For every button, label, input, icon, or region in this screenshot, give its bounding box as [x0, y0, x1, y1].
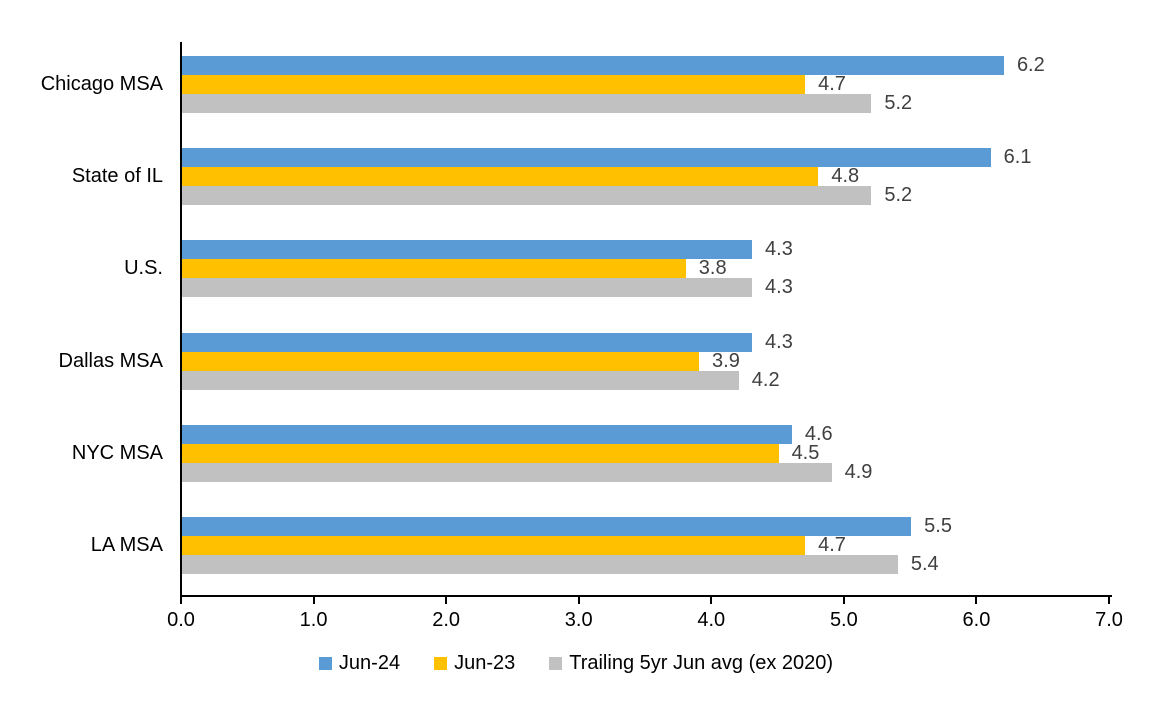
bar-value-label: 4.6 — [804, 422, 833, 445]
x-axis-tick — [577, 597, 580, 604]
x-axis-tick — [312, 597, 315, 604]
x-tick-label: 4.0 — [697, 609, 726, 631]
legend-label: Jun-24 — [338, 652, 401, 674]
x-axis-line — [180, 595, 1112, 597]
bar-jun-24 — [182, 424, 792, 444]
bar-value-label: 4.3 — [765, 330, 793, 353]
bar-trailing-5yr-jun-avg-ex-2020- — [182, 186, 872, 206]
bar-jun-24 — [182, 240, 753, 260]
category-label: LA MSA — [90, 533, 163, 556]
y-axis-line — [180, 42, 182, 597]
legend-label: Trailing 5yr Jun avg (ex 2020) — [569, 652, 834, 674]
bar-value-label: 5.4 — [910, 552, 939, 575]
legend-swatch — [434, 656, 448, 670]
x-tick-label: 3.0 — [564, 609, 593, 631]
bar-trailing-5yr-jun-avg-ex-2020- — [182, 462, 832, 482]
x-axis-tick — [445, 597, 448, 604]
bar-value-label: 3.8 — [698, 257, 727, 280]
bar-trailing-5yr-jun-avg-ex-2020- — [182, 370, 739, 390]
legend-item: Trailing 5yr Jun avg (ex 2020) — [549, 651, 833, 675]
bar-value-label: 5.2 — [884, 184, 913, 207]
bar-value-label: 6.2 — [1016, 54, 1045, 76]
bar-jun-24 — [182, 332, 753, 352]
bar-jun-23 — [182, 167, 819, 187]
bar-value-label: 4.9 — [844, 460, 873, 483]
x-tick-label: 2.0 — [432, 609, 461, 631]
bar-trailing-5yr-jun-avg-ex-2020- — [182, 554, 898, 574]
legend-swatch — [549, 656, 563, 670]
x-axis-tick — [975, 597, 978, 604]
bar-jun-23 — [182, 259, 686, 279]
bar-value-label: 4.7 — [818, 73, 846, 95]
bar-jun-23 — [182, 443, 779, 463]
x-axis-tick — [842, 597, 845, 604]
bar-value-label: 3.9 — [712, 349, 740, 372]
category-label: U.S. — [124, 257, 163, 280]
category-label: Dallas MSA — [58, 349, 163, 372]
bar-jun-23 — [182, 535, 806, 555]
bar-trailing-5yr-jun-avg-ex-2020- — [182, 94, 872, 113]
bar-value-label: 4.8 — [831, 165, 860, 188]
legend-swatch — [318, 656, 332, 670]
bar-jun-23 — [182, 75, 806, 94]
x-tick-label: 5.0 — [829, 609, 858, 631]
x-axis-tick — [180, 597, 182, 604]
bar-jun-23 — [182, 351, 700, 371]
bar-value-label: 4.7 — [818, 533, 846, 556]
bar-value-label: 6.1 — [1003, 146, 1032, 169]
bar-jun-24 — [182, 516, 912, 536]
legend-item: Jun-24 — [318, 651, 401, 675]
bar-jun-24 — [182, 56, 1004, 75]
legend-item: Jun-23 — [434, 651, 515, 675]
bar-jun-24 — [182, 148, 991, 168]
category-label: NYC MSA — [71, 441, 163, 464]
x-tick-label: 6.0 — [962, 609, 991, 631]
x-axis-tick — [1108, 597, 1110, 604]
bar-value-label: 4.2 — [751, 368, 780, 391]
bar-value-label: 5.2 — [884, 92, 913, 114]
category-label: State of IL — [71, 165, 163, 188]
bar-value-label: 4.3 — [765, 238, 793, 261]
x-tick-label: 7.0 — [1095, 609, 1123, 631]
bar-value-label: 4.3 — [765, 276, 793, 299]
bar-value-label: 5.5 — [924, 514, 952, 537]
bar-trailing-5yr-jun-avg-ex-2020- — [182, 278, 753, 298]
x-axis-tick — [710, 597, 713, 604]
category-label: Chicago MSA — [40, 73, 163, 95]
x-tick-label: 1.0 — [299, 609, 328, 631]
bar-value-label: 4.5 — [791, 441, 820, 464]
legend-label: Jun-23 — [454, 652, 516, 674]
x-tick-label: 0.0 — [167, 609, 195, 631]
chart-legend: Jun-24 Jun-23 Trailing 5yr Jun avg (ex 202… — [0, 648, 1152, 678]
